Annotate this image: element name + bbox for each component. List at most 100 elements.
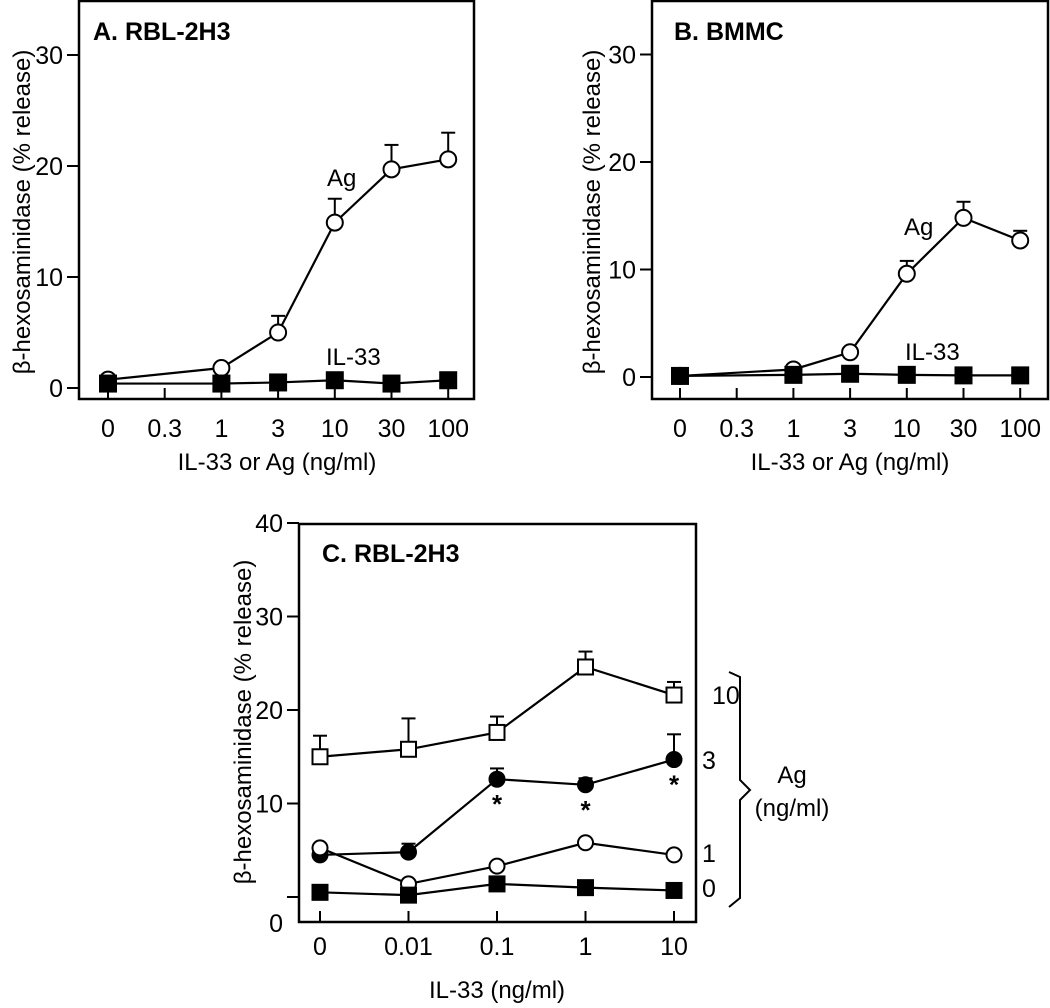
data-point-open-circle (488, 857, 506, 875)
y-tick-label: 30 (255, 604, 283, 632)
y-tick-label: 0 (49, 375, 63, 403)
series-line-ag (679, 216, 1021, 378)
x-tick-label: 0 (673, 415, 687, 443)
legend-brace (728, 671, 752, 908)
data-point-filled-square (311, 883, 329, 901)
data-point-filled-circle (665, 751, 683, 769)
data-point-filled-square (784, 365, 803, 384)
legend-label-ag-1: 1 (702, 840, 716, 868)
data-point-open-circle (1011, 231, 1030, 250)
data-point-filled-circle (488, 770, 506, 788)
data-point-open-circle (269, 323, 288, 342)
x-tick-label: 1 (579, 933, 593, 961)
y-tick-label: 10 (608, 257, 636, 285)
panel-a-ylabel: β-hexosaminidase (% release) (9, 50, 36, 375)
data-point-filled-square (439, 371, 458, 390)
data-point-filled-square (99, 374, 117, 393)
panel-b-title: B. BMMC (674, 18, 784, 46)
y-tick-label: 0 (269, 910, 283, 938)
data-point-open-circle (954, 208, 973, 227)
data-point-filled-square (954, 366, 973, 385)
data-point-open-circle (325, 213, 344, 232)
plot-frame (77, 0, 476, 401)
panel-c-xlabel: IL-33 (ng/ml) (429, 977, 565, 1004)
plot-frame (650, 0, 1050, 401)
data-point-filled-square (400, 886, 417, 904)
x-tick-label: 10 (893, 415, 921, 443)
panel-c-ylabel: β-hexosaminidase (% release) (230, 560, 257, 885)
x-tick-label: 0.1 (480, 933, 515, 961)
data-point-filled-square (382, 374, 401, 393)
data-point-open-square (400, 740, 417, 758)
panel-b-ylabel: β-hexosaminidase (% release) (579, 50, 606, 375)
data-point-filled-square (1011, 366, 1030, 385)
x-tick-label: 0.3 (719, 415, 754, 443)
series-line-10 (319, 665, 675, 758)
data-point-filled-circle (400, 843, 417, 861)
x-tick-label: 100 (999, 415, 1041, 443)
panel-b-il33-label: IL-33 (905, 339, 960, 366)
x-tick-label: 100 (427, 415, 469, 443)
data-point-filled-square (325, 371, 344, 390)
data-point-filled-square (671, 366, 689, 385)
data-point-filled-square (841, 364, 860, 383)
data-point-open-circle (439, 150, 458, 169)
y-tick-label: 0 (622, 364, 636, 392)
x-tick-label: 0.01 (384, 933, 433, 961)
panel-c: C. RBL-2H3 β-hexosaminidase (% release) … (230, 510, 829, 1004)
x-tick-label: 3 (843, 415, 857, 443)
data-point-filled-circle (577, 776, 594, 794)
panel-c-title: C. RBL-2H3 (322, 540, 460, 568)
y-tick-label: 10 (35, 264, 63, 292)
data-point-open-circle (665, 846, 683, 864)
x-tick-label: 30 (950, 415, 978, 443)
data-point-open-circle (897, 264, 916, 283)
data-point-open-circle (382, 160, 401, 179)
y-tick-label: 20 (608, 149, 636, 177)
data-point-open-circle (212, 359, 231, 378)
legend-label-ag-3: 3 (702, 747, 716, 775)
data-point-open-square (665, 686, 683, 704)
series-line-il-33 (108, 379, 449, 385)
y-tick-label: 30 (608, 42, 636, 70)
data-point-open-square (311, 748, 329, 766)
panel-a-title: A. RBL-2H3 (93, 18, 231, 46)
panel-a-il33-label: IL-33 (326, 344, 381, 371)
x-tick-label: 0 (313, 933, 327, 961)
panel-a: A. RBL-2H3 β-hexosaminidase (% release) … (9, 0, 476, 476)
x-tick-label: 0.3 (147, 415, 182, 443)
data-point-open-circle (311, 839, 329, 857)
legend-label-ag-0: 0 (702, 875, 716, 903)
data-point-open-square (577, 658, 594, 676)
legend-group-units: (ng/ml) (755, 795, 830, 822)
data-point-open-circle (577, 834, 594, 852)
y-tick-label: 20 (35, 153, 63, 181)
panel-b-xlabel: IL-33 or Ag (ng/ml) (751, 449, 950, 476)
y-tick-label: 10 (255, 791, 283, 819)
panel-a-ag-label: Ag (327, 165, 356, 192)
y-tick-label: 20 (255, 697, 283, 725)
legend-group-title: Ag (777, 762, 806, 789)
data-point-filled-square (897, 365, 916, 384)
data-point-open-square (488, 723, 506, 741)
y-tick-label: 40 (255, 510, 283, 538)
x-tick-label: 30 (378, 415, 406, 443)
series-line-ag (107, 158, 449, 381)
significance-asterisk: * (669, 770, 680, 800)
panel-b-ag-label: Ag (904, 214, 933, 241)
y-tick-label: 30 (35, 42, 63, 70)
x-tick-label: 0 (101, 415, 115, 443)
x-tick-label: 10 (321, 415, 349, 443)
data-point-filled-square (577, 879, 594, 897)
significance-asterisk: * (492, 789, 503, 819)
data-point-open-circle (841, 343, 860, 362)
series-line-il-33 (679, 372, 1021, 378)
data-point-filled-square (212, 374, 231, 393)
panel-b: B. BMMC β-hexosaminidase (% release) IL-… (579, 0, 1050, 476)
data-point-filled-square (665, 881, 683, 899)
panel-a-xlabel: IL-33 or Ag (ng/ml) (178, 449, 377, 476)
x-tick-label: 1 (786, 415, 800, 443)
significance-asterisk: * (580, 795, 591, 825)
x-tick-label: 1 (214, 415, 228, 443)
